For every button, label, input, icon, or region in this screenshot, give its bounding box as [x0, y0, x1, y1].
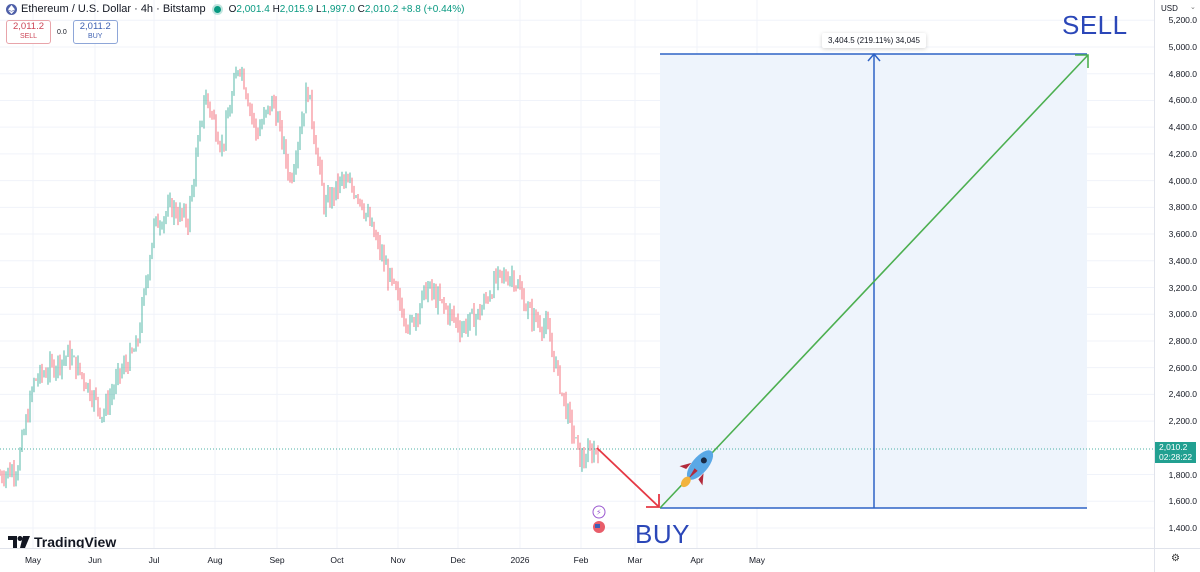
- high-value: 2,015.9: [279, 3, 314, 15]
- price-tick-label: 4,600.0: [1168, 95, 1197, 106]
- price-tick-label: 5,200.0: [1168, 15, 1197, 26]
- change-value: +8.8 (+0.44%): [401, 3, 465, 15]
- currency-selector[interactable]: USD: [1161, 4, 1178, 13]
- tradingview-logo[interactable]: TradingView: [8, 534, 116, 550]
- price-tick-label: 3,600.0: [1168, 229, 1197, 240]
- time-tick-label: Dec: [450, 555, 466, 565]
- price-tick-label: 3,800.0: [1168, 202, 1197, 213]
- time-axis[interactable]: May Jun Jul Aug Sep Oct Nov Dec 2026 Feb Mar Apr May: [0, 548, 1154, 572]
- price-tick-label: 3,400.0: [1168, 255, 1197, 266]
- buy-annotation-text[interactable]: BUY: [635, 519, 690, 549]
- buy-price: 2,011.2: [79, 21, 111, 32]
- low-label: L: [315, 3, 322, 15]
- chart-pane[interactable]: ⚡ Ethereum / U.S. Dollar · 4h · Bitstamp…: [0, 0, 1154, 550]
- tradingview-logo-text: TradingView: [34, 534, 117, 550]
- price-tick-label: 2,800.0: [1168, 335, 1197, 346]
- svg-text:⚡: ⚡: [596, 508, 602, 517]
- time-tick-label: Jul: [148, 555, 160, 565]
- price-tick-label: 2,400.0: [1168, 389, 1197, 400]
- sell-annotation-text[interactable]: SELL: [1062, 10, 1128, 40]
- event-icons: ⚡: [592, 505, 606, 533]
- price-tick-label: 4,000.0: [1168, 175, 1197, 186]
- measure-arrowhead-icon: [867, 52, 881, 62]
- time-tick-label: Sep: [269, 555, 285, 565]
- price-tick-label: 2,200.0: [1168, 416, 1197, 427]
- time-tick-label: May: [748, 555, 766, 565]
- time-tick-label: May: [24, 555, 42, 565]
- price-tick-label: 1,800.0: [1168, 469, 1197, 480]
- open-value: 2,001.4: [236, 3, 270, 15]
- buy-label: BUY: [88, 33, 103, 40]
- sell-label: SELL: [19, 33, 38, 40]
- price-tick-label: 2,600.0: [1168, 362, 1197, 373]
- close-value: 2,010.2: [364, 3, 399, 15]
- sell-button[interactable]: 2,011.2 SELL: [6, 20, 51, 44]
- price-tick-label: 1,400.0: [1168, 523, 1197, 533]
- price-tick-label: 1,600.0: [1168, 496, 1197, 507]
- price-tick-label: 3,200.0: [1168, 282, 1197, 293]
- close-label: C: [357, 3, 365, 15]
- time-tick-label: 2026: [510, 555, 530, 565]
- quick-trade-buttons: 2,011.2 SELL 0.0 2,011.2 BUY: [6, 20, 118, 44]
- price-axis[interactable]: USD ⌄ 5,200.0 5,000.0 4,800.0 4,600.0 4,400.…: [1154, 0, 1200, 548]
- candlestick-series: [0, 66, 599, 489]
- low-value: 1,997.0: [321, 3, 355, 15]
- price-chart[interactable]: ⚡: [0, 0, 1154, 548]
- axis-settings-corner: ⚙: [1154, 548, 1200, 572]
- symbol-title[interactable]: Ethereum / U.S. Dollar · 4h · Bitstamp: [21, 3, 206, 15]
- gear-icon[interactable]: ⚙: [1171, 553, 1180, 564]
- time-tick-label: Jun: [88, 555, 102, 565]
- time-tick-label: Oct: [330, 555, 344, 565]
- red-arrowhead-icon: [646, 494, 660, 508]
- green-arrowhead-icon: [1075, 54, 1089, 68]
- price-tick-label: 4,200.0: [1168, 148, 1197, 159]
- high-label: H: [272, 3, 280, 15]
- ohlc-values: O2,001.4 H2,015.9 L1,997.0 C2,010.2 +8.8…: [229, 4, 465, 15]
- price-tick-label: 5,000.0: [1168, 42, 1197, 52]
- time-tick-label: Aug: [207, 555, 223, 565]
- red-drop-arrow: [596, 447, 660, 508]
- last-price-label: 2,010.2 02:28:22: [1155, 442, 1196, 463]
- sell-price: 2,011.2: [13, 21, 44, 32]
- chevron-down-icon[interactable]: ⌄: [1190, 4, 1196, 11]
- price-tick-label: 4,400.0: [1168, 122, 1197, 133]
- price-tick-label: 4,800.0: [1168, 68, 1197, 79]
- price-range-measure-label[interactable]: 3,404.5 (219.11%) 34,045: [822, 33, 926, 48]
- bar-countdown: 02:28:22: [1159, 451, 1193, 462]
- ethereum-logo-icon: [6, 3, 17, 15]
- time-tick-label: Nov: [390, 555, 406, 565]
- last-price-value: 2,010.2: [1159, 442, 1188, 452]
- time-tick-label: Feb: [573, 555, 589, 565]
- open-label: O: [228, 3, 237, 15]
- buy-button[interactable]: 2,011.2 BUY: [72, 20, 118, 44]
- time-tick-label: Apr: [690, 555, 704, 565]
- market-open-status-icon: [213, 5, 221, 13]
- symbol-legend[interactable]: Ethereum / U.S. Dollar · 4h · Bitstamp O…: [6, 3, 464, 15]
- time-tick-label: Mar: [627, 555, 643, 565]
- tradingview-logo-icon: [8, 536, 30, 548]
- rocket-icon: [679, 450, 714, 488]
- spread-value: 0.0: [57, 28, 67, 36]
- price-tick-label: 3,000.0: [1168, 309, 1197, 320]
- green-target-arrow: [659, 54, 1089, 509]
